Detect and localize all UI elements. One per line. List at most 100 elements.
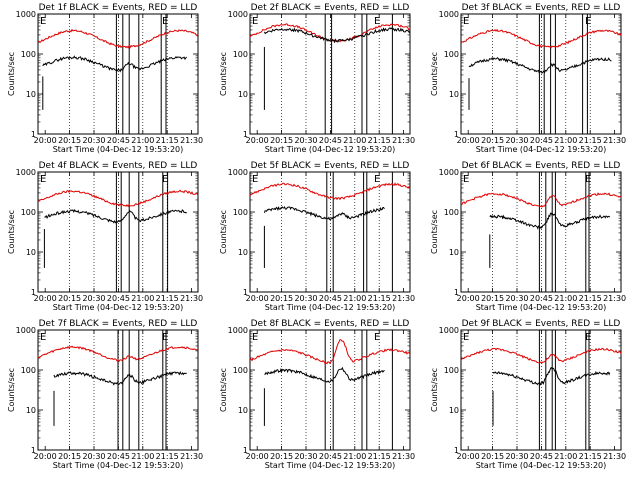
x-tick-label: 20:45: [107, 294, 130, 303]
y-axis-label: Counts/sec: [7, 52, 16, 96]
x-tick-label: 20:30: [294, 452, 317, 461]
x-tick-label: 21:30: [392, 294, 415, 303]
plot-frame: [249, 13, 411, 135]
y-tick-label: 10: [26, 406, 36, 415]
x-tick-label: 21:00: [131, 136, 154, 145]
x-tick-label: 20:45: [107, 136, 130, 145]
events-series-line: [42, 55, 188, 73]
x-tick-label: 21:00: [131, 452, 154, 461]
x-tick-label: 20:15: [270, 452, 293, 461]
y-tick-label: 1000: [16, 168, 36, 177]
y-axis-label: Counts/sec: [219, 52, 228, 96]
plot-frame: [460, 171, 622, 293]
y-tick-label: 100: [233, 366, 248, 375]
events-series-line: [264, 366, 385, 383]
flag-letter: E: [162, 16, 168, 27]
x-tick-label: 20:00: [246, 452, 269, 461]
panel-title: Det 4f BLACK = Events, RED = LLD: [39, 161, 198, 171]
x-tick-label: 20:30: [294, 136, 317, 145]
events-series-line: [492, 366, 611, 386]
lld-series-line: [460, 347, 622, 364]
x-tick-label: 21:00: [131, 294, 154, 303]
plot-frame: [37, 171, 199, 293]
x-tick-label: 20:15: [270, 294, 293, 303]
x-tick-label: 21:15: [579, 294, 602, 303]
x-tick-label: 21:15: [156, 452, 179, 461]
y-axis-label: Counts/sec: [219, 210, 228, 254]
y-tick-label: 1: [454, 130, 459, 139]
x-axis-label: Start Time (04-Dec-12 19:53:20): [265, 145, 396, 154]
x-tick-label: 20:15: [481, 294, 504, 303]
lld-series-line: [37, 345, 199, 363]
y-axis-label: Counts/sec: [430, 368, 439, 412]
y-tick-label: 10: [449, 248, 459, 257]
flag-letter: E: [252, 332, 258, 343]
lld-series-line: [249, 339, 411, 365]
events-series-line: [44, 208, 187, 224]
flag-letter: E: [374, 16, 380, 27]
flag-letter: E: [463, 332, 469, 343]
y-tick-label: 1: [243, 130, 248, 139]
x-tick-label: 20:30: [505, 452, 528, 461]
y-tick-label: 1000: [439, 168, 459, 177]
x-tick-label: 21:15: [156, 294, 179, 303]
x-tick-label: 20:45: [530, 294, 553, 303]
x-tick-label: 21:00: [554, 452, 577, 461]
flag-letter: E: [162, 174, 168, 185]
x-tick-label: 20:30: [82, 294, 105, 303]
y-tick-label: 1: [243, 446, 248, 455]
x-tick-label: 21:30: [603, 294, 626, 303]
x-tick-label: 20:15: [481, 136, 504, 145]
y-tick-label: 1000: [439, 10, 459, 19]
y-tick-label: 1: [31, 288, 36, 297]
flag-letter: E: [374, 332, 380, 343]
x-tick-label: 20:45: [530, 452, 553, 461]
x-tick-label: 20:45: [319, 294, 342, 303]
x-tick-label: 21:00: [554, 136, 577, 145]
x-tick-label: 20:30: [294, 294, 317, 303]
x-tick-label: 21:00: [343, 136, 366, 145]
flag-letter: E: [585, 174, 591, 185]
x-tick-label: 21:15: [579, 452, 602, 461]
x-tick-label: 20:15: [270, 136, 293, 145]
y-tick-label: 10: [238, 406, 248, 415]
y-tick-label: 100: [444, 50, 459, 59]
y-tick-label: 1000: [439, 326, 459, 335]
x-tick-label: 21:00: [554, 294, 577, 303]
flag-letter: E: [40, 174, 46, 185]
y-tick-label: 1: [454, 446, 459, 455]
lld-series-line: [460, 192, 622, 208]
y-tick-label: 1000: [16, 10, 36, 19]
y-tick-label: 10: [449, 406, 459, 415]
y-tick-label: 100: [21, 208, 36, 217]
lld-series-line: [460, 28, 622, 49]
y-tick-label: 100: [444, 208, 459, 217]
x-tick-label: 20:00: [246, 136, 269, 145]
x-tick-label: 21:15: [579, 136, 602, 145]
events-series-line: [263, 27, 411, 44]
y-tick-label: 10: [238, 90, 248, 99]
x-tick-label: 20:30: [505, 136, 528, 145]
y-tick-label: 100: [21, 366, 36, 375]
y-axis-label: Counts/sec: [7, 368, 16, 412]
y-tick-label: 100: [233, 50, 248, 59]
y-axis-label: Counts/sec: [430, 210, 439, 254]
y-tick-label: 10: [449, 90, 459, 99]
x-tick-label: 20:00: [34, 136, 57, 145]
flag-letter: E: [374, 174, 380, 185]
x-tick-label: 20:00: [34, 452, 57, 461]
x-tick-label: 20:45: [319, 452, 342, 461]
y-tick-label: 100: [21, 50, 36, 59]
flag-letter: E: [40, 16, 46, 27]
y-axis-label: Counts/sec: [430, 52, 439, 96]
y-tick-label: 1000: [228, 168, 248, 177]
panel-title: Det 6f BLACK = Events, RED = LLD: [462, 161, 621, 171]
x-axis-label: Start Time (04-Dec-12 19:53:20): [265, 303, 396, 312]
x-tick-label: 20:00: [457, 452, 480, 461]
